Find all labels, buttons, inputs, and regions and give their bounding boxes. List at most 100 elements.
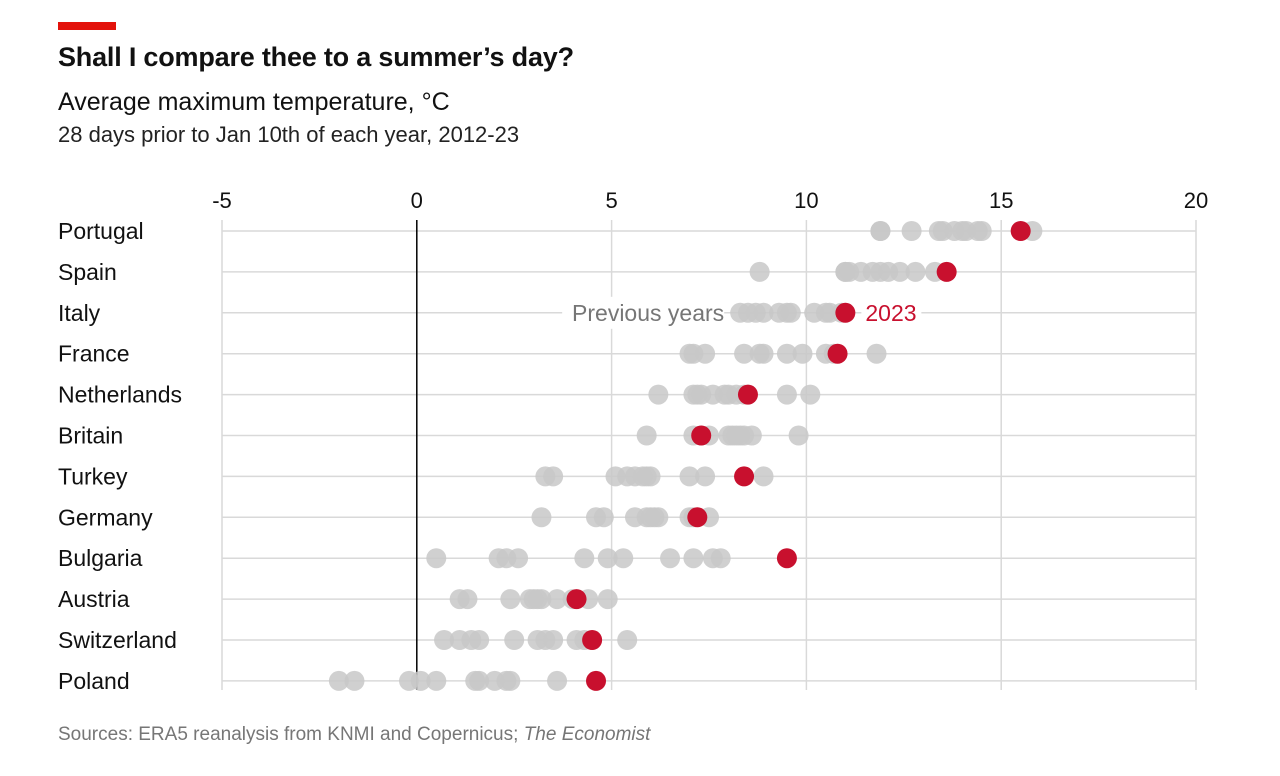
year-2023-annotation: 2023 bbox=[865, 300, 916, 326]
brand-accent-bar bbox=[58, 22, 116, 30]
year-2023-point bbox=[737, 384, 758, 405]
previous-year-point bbox=[344, 670, 365, 691]
source-note: Sources: ERA5 reanalysis from KNMI and C… bbox=[58, 724, 650, 746]
previous-year-point bbox=[695, 343, 716, 364]
previous-year-point bbox=[500, 589, 521, 610]
year-2023-point bbox=[827, 343, 848, 364]
previous-year-point bbox=[714, 384, 735, 405]
previous-year-point bbox=[465, 670, 486, 691]
category-label: Britain bbox=[58, 423, 123, 449]
previous-year-point bbox=[636, 425, 657, 446]
previous-years-annotation: Previous years bbox=[572, 300, 724, 326]
chart-subtitle: Average maximum temperature, °C bbox=[58, 88, 450, 116]
previous-year-point bbox=[597, 589, 618, 610]
year-2023-point bbox=[734, 466, 755, 487]
source-publication: The Economist bbox=[523, 724, 651, 745]
previous-year-point bbox=[410, 670, 431, 691]
previous-year-point bbox=[648, 384, 669, 405]
x-tick-label: 10 bbox=[794, 188, 818, 213]
previous-year-point bbox=[469, 630, 490, 650]
previous-year-point bbox=[543, 466, 564, 487]
x-tick-label: 15 bbox=[989, 188, 1013, 213]
year-2023-point bbox=[776, 548, 797, 569]
previous-year-point bbox=[613, 548, 634, 569]
category-label: Poland bbox=[58, 668, 130, 694]
category-label: Portugal bbox=[58, 218, 144, 244]
previous-year-point bbox=[971, 221, 992, 241]
x-tick-label: 5 bbox=[605, 188, 617, 213]
previous-year-point bbox=[695, 466, 716, 487]
year-2023-point bbox=[1010, 221, 1031, 241]
category-label: Turkey bbox=[58, 463, 128, 489]
category-label: Spain bbox=[58, 259, 117, 285]
previous-year-point bbox=[328, 670, 349, 691]
previous-year-point bbox=[745, 302, 766, 323]
year-2023-point bbox=[582, 630, 603, 650]
year-2023-point bbox=[936, 261, 957, 282]
previous-year-point bbox=[734, 343, 755, 364]
previous-year-point bbox=[547, 670, 568, 691]
year-2023-point bbox=[691, 425, 712, 446]
category-label: Germany bbox=[58, 504, 153, 530]
year-2023-label-bg bbox=[861, 296, 922, 329]
previous-year-point bbox=[901, 221, 922, 241]
x-tick-label: 0 bbox=[411, 188, 423, 213]
previous-year-point bbox=[660, 548, 681, 569]
category-label: Netherlands bbox=[58, 382, 182, 408]
previous-year-point bbox=[780, 302, 801, 323]
previous-year-point bbox=[835, 261, 856, 282]
previous-year-point bbox=[426, 548, 447, 569]
category-label: Switzerland bbox=[58, 627, 177, 653]
previous-year-point bbox=[508, 548, 529, 569]
category-label: Italy bbox=[58, 300, 101, 326]
previous-year-point bbox=[640, 507, 661, 528]
chart-title: Shall I compare thee to a summer’s day? bbox=[58, 42, 574, 72]
previous-year-point bbox=[792, 343, 813, 364]
previous-year-point bbox=[597, 548, 618, 569]
source-text: Sources: ERA5 reanalysis from KNMI and C… bbox=[58, 724, 524, 745]
previous-year-point bbox=[753, 466, 774, 487]
chart-description: 28 days prior to Jan 10th of each year, … bbox=[58, 122, 520, 147]
previous-year-point bbox=[749, 261, 770, 282]
previous-year-point bbox=[636, 466, 657, 487]
year-2023-point bbox=[566, 589, 587, 610]
year-2023-point bbox=[586, 670, 607, 691]
previous-year-point bbox=[866, 343, 887, 364]
previous-year-point bbox=[753, 343, 774, 364]
previous-year-point bbox=[710, 548, 731, 569]
previous-year-point bbox=[889, 261, 910, 282]
previous-year-point bbox=[718, 425, 739, 446]
x-tick-label: 20 bbox=[1184, 188, 1208, 213]
previous-year-point bbox=[815, 302, 836, 323]
previous-year-point bbox=[776, 384, 797, 405]
previous-year-point bbox=[741, 425, 762, 446]
previous-year-point bbox=[504, 630, 525, 650]
previous-year-point bbox=[800, 384, 821, 405]
previous-year-point bbox=[543, 630, 564, 650]
previous-year-point bbox=[870, 221, 891, 241]
previous-year-point bbox=[531, 507, 552, 528]
previous-year-point bbox=[547, 589, 568, 610]
previous-year-point bbox=[905, 261, 926, 282]
previous-year-point bbox=[687, 384, 708, 405]
previous-year-point bbox=[523, 589, 544, 610]
previous-year-point bbox=[457, 589, 478, 610]
year-2023-point bbox=[835, 302, 856, 323]
previous-year-point bbox=[426, 670, 447, 691]
previous-year-point bbox=[500, 670, 521, 691]
previous-year-point bbox=[776, 343, 797, 364]
previous-year-point bbox=[434, 630, 455, 650]
previous-year-point bbox=[593, 507, 614, 528]
x-tick-label: -5 bbox=[212, 188, 232, 213]
previous-year-point bbox=[617, 630, 638, 650]
previous-year-point bbox=[683, 548, 704, 569]
previous-year-point bbox=[574, 548, 595, 569]
previous-year-point bbox=[679, 466, 700, 487]
previous-year-point bbox=[788, 425, 809, 446]
category-label: Austria bbox=[58, 586, 130, 612]
category-label: France bbox=[58, 341, 130, 367]
previous-years-label-bg bbox=[562, 296, 725, 329]
category-label: Bulgaria bbox=[58, 545, 143, 571]
year-2023-point bbox=[687, 507, 708, 528]
